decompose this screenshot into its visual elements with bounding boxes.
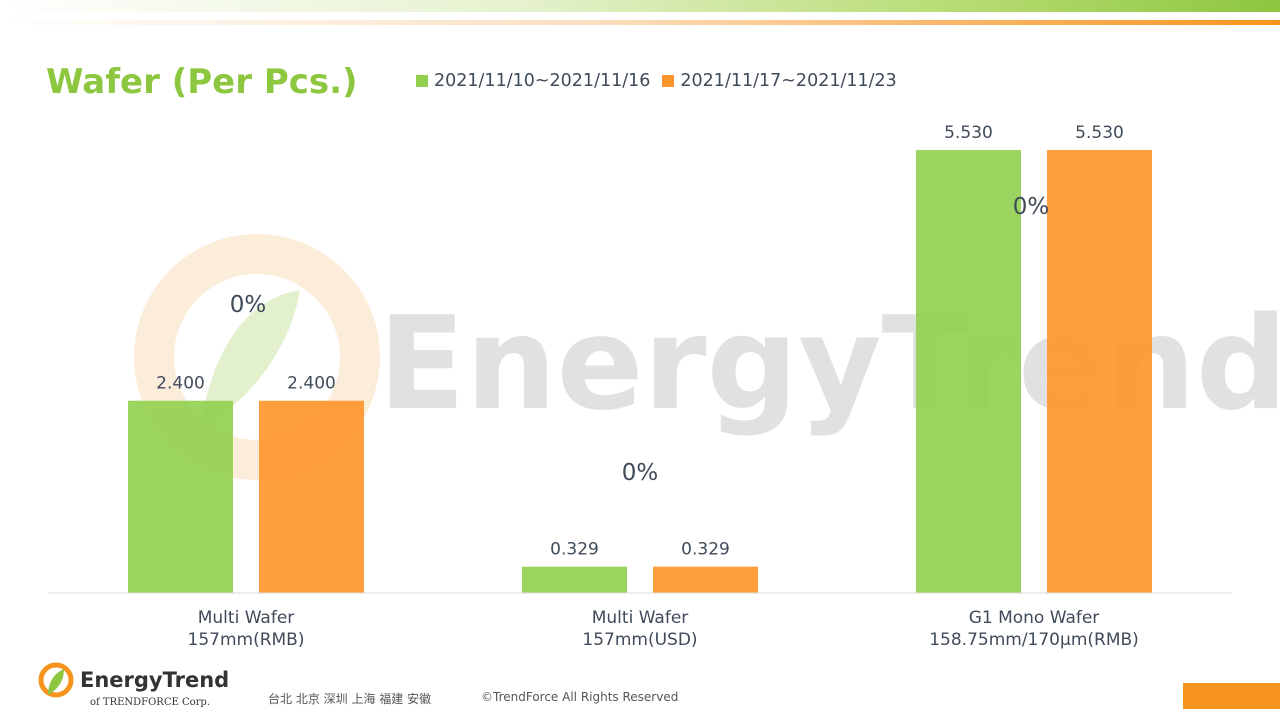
- bar-1-series-2: [259, 400, 364, 593]
- legend-item-series-1: 2021/11/10~2021/11/16: [416, 71, 650, 91]
- legend: 2021/11/10~2021/11/16 2021/11/17~2021/11…: [416, 71, 909, 91]
- energytrend-logo-icon: [38, 662, 74, 698]
- x-tick-label-1-line-2: 157mm(RMB): [188, 630, 305, 650]
- x-tick-label-1-line-1: Multi Wafer: [198, 608, 295, 628]
- chart-title: Wafer (Per Pcs.): [46, 62, 358, 102]
- data-label-1-series-2: 2.400: [287, 374, 336, 394]
- bar-3-series-2: [1047, 150, 1152, 593]
- footer-accent-box: [1183, 683, 1280, 709]
- x-tick-label-3-line-2: 158.75mm/170μm(RMB): [929, 630, 1139, 650]
- data-label-3-series-2: 5.530: [1075, 123, 1124, 143]
- legend-item-series-2: 2021/11/17~2021/11/23: [662, 71, 897, 91]
- watermark-logo-leaf: [200, 290, 300, 430]
- change-label-3: 0%: [1013, 194, 1050, 220]
- footer-copyright: ©TrendForce All Rights Reserved: [481, 690, 679, 704]
- bar-2-series-1: [522, 566, 627, 593]
- change-label-2: 0%: [622, 460, 659, 486]
- x-tick-label-3-line-1: G1 Mono Wafer: [969, 608, 1100, 628]
- x-tick-label-2-line-2: 157mm(USD): [582, 630, 697, 650]
- legend-swatch-series-2: [662, 75, 675, 87]
- data-label-3-series-1: 5.530: [944, 123, 993, 143]
- footer-brand: EnergyTrend: [80, 668, 230, 692]
- data-label-2-series-2: 0.329: [681, 540, 730, 560]
- footer-cities: 台北 北京 深圳 上海 福建 安徽: [268, 692, 432, 706]
- bars-group: [128, 150, 1152, 593]
- data-label-1-series-1: 2.400: [156, 374, 205, 394]
- legend-label-series-1: 2021/11/10~2021/11/16: [434, 71, 651, 91]
- bar-3-series-1: [916, 150, 1021, 593]
- watermark-logo-circle: [134, 234, 380, 480]
- change-label-1: 0%: [230, 292, 267, 318]
- footer-sub: of TRENDFORCE Corp.: [90, 697, 210, 708]
- data-label-2-series-1: 0.329: [550, 540, 599, 560]
- top-gradient-bar: [0, 0, 1280, 12]
- x-tick-label-2-line-1: Multi Wafer: [592, 608, 689, 628]
- legend-label-series-2: 2021/11/17~2021/11/23: [680, 71, 897, 91]
- bar-1-series-1: [128, 400, 233, 593]
- bar-2-series-2: [653, 566, 758, 593]
- legend-swatch-series-1: [416, 75, 428, 87]
- top-accent-line: [0, 20, 1280, 25]
